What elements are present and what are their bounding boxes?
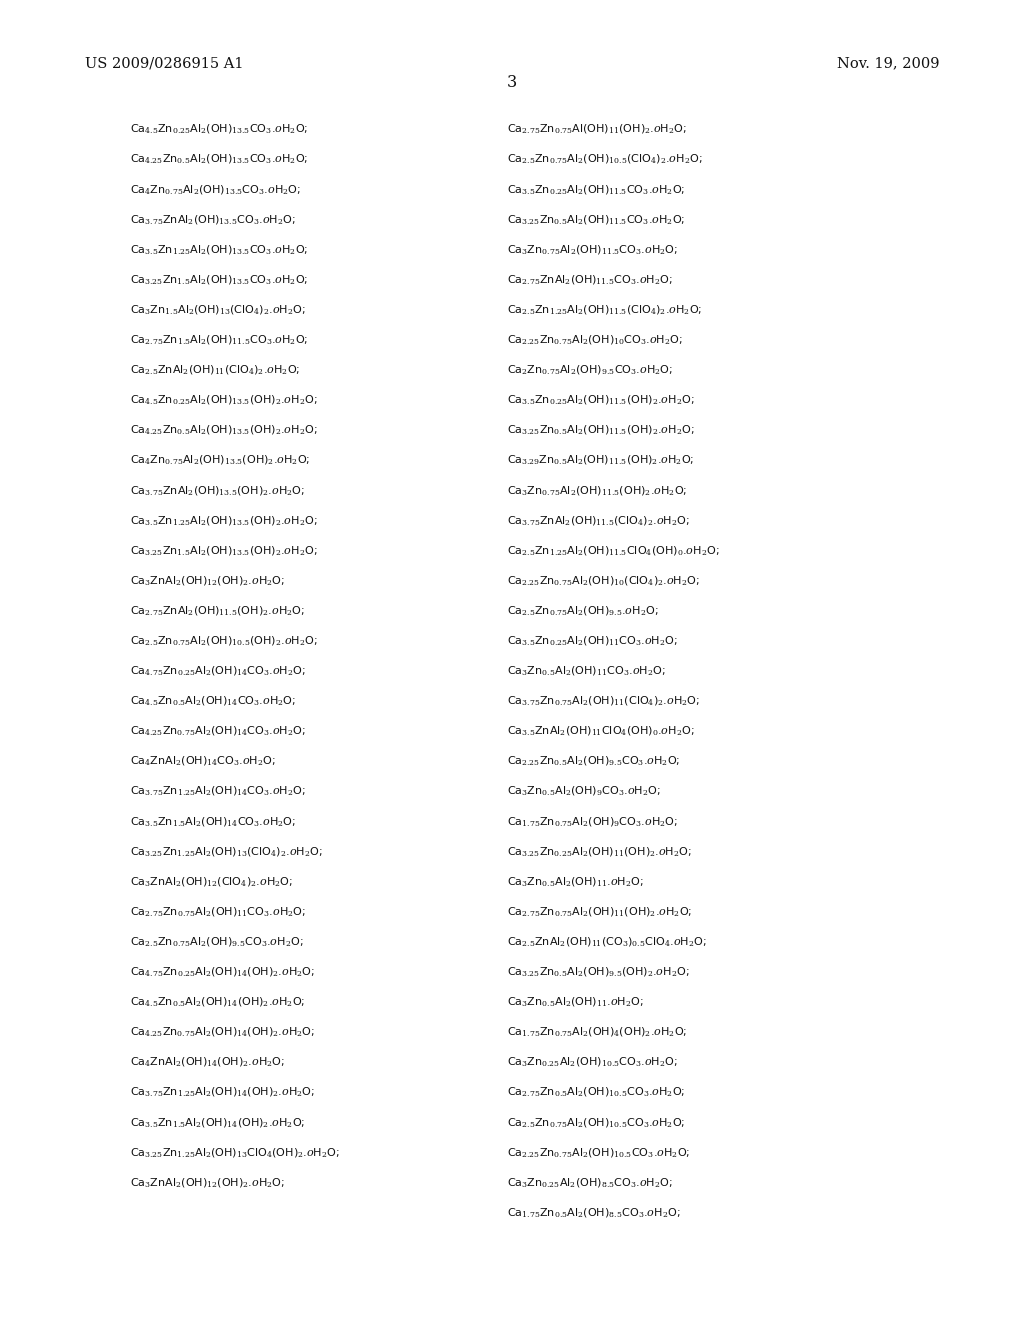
Text: Ca$_{3.75}$Zn$_{1.25}$Al$_2$(OH)$_{14}$(OH)$_2$.$o$H$_2$O;: Ca$_{3.75}$Zn$_{1.25}$Al$_2$(OH)$_{14}$(… xyxy=(130,1086,315,1100)
Text: Ca$_{2.75}$Zn$_{0.75}$Al$_2$(OH)$_{11}$CO$_3$.$o$H$_2$O;: Ca$_{2.75}$Zn$_{0.75}$Al$_2$(OH)$_{11}$C… xyxy=(130,906,306,919)
Text: Ca$_3$Zn$_{0.5}$Al$_2$(OH)$_9$CO$_3$.$o$H$_2$O;: Ca$_3$Zn$_{0.5}$Al$_2$(OH)$_9$CO$_3$.$o$… xyxy=(507,785,660,799)
Text: Ca$_{2.5}$Zn$_{0.75}$Al$_2$(OH)$_{10.5}$(ClO$_4$)$_2$.$o$H$_2$O;: Ca$_{2.5}$Zn$_{0.75}$Al$_2$(OH)$_{10.5}$… xyxy=(507,153,702,166)
Text: Ca$_{2.5}$Zn$_{0.75}$Al$_2$(OH)$_{9.5}$CO$_3$.$o$H$_2$O;: Ca$_{2.5}$Zn$_{0.75}$Al$_2$(OH)$_{9.5}$C… xyxy=(130,936,303,949)
Text: Nov. 19, 2009: Nov. 19, 2009 xyxy=(837,57,939,71)
Text: Ca$_{2.5}$ZnAl$_2$(OH)$_{11}$(ClO$_4$)$_2$.$o$H$_2$O;: Ca$_{2.5}$ZnAl$_2$(OH)$_{11}$(ClO$_4$)$_… xyxy=(130,363,300,378)
Text: Ca$_3$ZnAl$_2$(OH)$_{12}$(OH)$_2$.$o$H$_2$O;: Ca$_3$ZnAl$_2$(OH)$_{12}$(OH)$_2$.$o$H$_… xyxy=(130,1176,285,1189)
Text: Ca$_3$Zn$_{0.5}$Al$_2$(OH)$_{11}$.$o$H$_2$O;: Ca$_3$Zn$_{0.5}$Al$_2$(OH)$_{11}$.$o$H$_… xyxy=(507,875,643,888)
Text: Ca$_3$Zn$_{1.5}$Al$_2$(OH)$_{13}$(ClO$_4$)$_2$.$o$H$_2$O;: Ca$_3$Zn$_{1.5}$Al$_2$(OH)$_{13}$(ClO$_4… xyxy=(130,304,306,317)
Text: Ca$_{3.75}$ZnAl$_2$(OH)$_{13.5}$CO$_3$.$o$H$_2$O;: Ca$_{3.75}$ZnAl$_2$(OH)$_{13.5}$CO$_3$.$… xyxy=(130,213,296,227)
Text: Ca$_{2.5}$Zn$_{0.75}$Al$_2$(OH)$_{10.5}$(OH)$_2$.$o$H$_2$O;: Ca$_{2.5}$Zn$_{0.75}$Al$_2$(OH)$_{10.5}$… xyxy=(130,635,317,648)
Text: Ca$_3$Zn$_{0.75}$Al$_2$(OH)$_{11.5}$CO$_3$.$o$H$_2$O;: Ca$_3$Zn$_{0.75}$Al$_2$(OH)$_{11.5}$CO$_… xyxy=(507,243,678,257)
Text: Ca$_{2.75}$Zn$_{0.5}$Al$_2$(OH)$_{10.5}$CO$_3$.$o$H$_2$O;: Ca$_{2.75}$Zn$_{0.5}$Al$_2$(OH)$_{10.5}$… xyxy=(507,1086,685,1100)
Text: Ca$_{3.25}$Zn$_{0.5}$Al$_2$(OH)$_{11.5}$(OH)$_2$.$o$H$_2$O;: Ca$_{3.25}$Zn$_{0.5}$Al$_2$(OH)$_{11.5}$… xyxy=(507,424,694,437)
Text: Ca$_{3.25}$Zn$_{0.25}$Al$_2$(OH)$_{11}$(OH)$_2$.$o$H$_2$O;: Ca$_{3.25}$Zn$_{0.25}$Al$_2$(OH)$_{11}$(… xyxy=(507,845,691,859)
Text: Ca$_3$Zn$_{0.25}$Al$_2$(OH)$_{10.5}$CO$_3$.$o$H$_2$O;: Ca$_3$Zn$_{0.25}$Al$_2$(OH)$_{10.5}$CO$_… xyxy=(507,1056,678,1069)
Text: Ca$_{3.5}$Zn$_{1.25}$Al$_2$(OH)$_{13.5}$CO$_3$.$o$H$_2$O;: Ca$_{3.5}$Zn$_{1.25}$Al$_2$(OH)$_{13.5}$… xyxy=(130,243,308,257)
Text: Ca$_3$Zn$_{0.25}$Al$_2$(OH)$_{8.5}$CO$_3$.$o$H$_2$O;: Ca$_3$Zn$_{0.25}$Al$_2$(OH)$_{8.5}$CO$_3… xyxy=(507,1176,673,1189)
Text: Ca$_{4.75}$Zn$_{0.25}$Al$_2$(OH)$_{14}$(OH)$_2$.$o$H$_2$O;: Ca$_{4.75}$Zn$_{0.25}$Al$_2$(OH)$_{14}$(… xyxy=(130,965,315,979)
Text: Ca$_3$Zn$_{0.75}$Al$_2$(OH)$_{11.5}$(OH)$_2$.$o$H$_2$O;: Ca$_3$Zn$_{0.75}$Al$_2$(OH)$_{11.5}$(OH)… xyxy=(507,484,687,498)
Text: Ca$_{4.5}$Zn$_{0.25}$Al$_2$(OH)$_{13.5}$(OH)$_2$.$o$H$_2$O;: Ca$_{4.5}$Zn$_{0.25}$Al$_2$(OH)$_{13.5}$… xyxy=(130,393,317,408)
Text: Ca$_{3.5}$Zn$_{0.25}$Al$_2$(OH)$_{11.5}$(OH)$_2$.$o$H$_2$O;: Ca$_{3.5}$Zn$_{0.25}$Al$_2$(OH)$_{11.5}$… xyxy=(507,393,694,408)
Text: Ca$_4$ZnAl$_2$(OH)$_{14}$CO$_3$.$o$H$_2$O;: Ca$_4$ZnAl$_2$(OH)$_{14}$CO$_3$.$o$H$_2$… xyxy=(130,755,275,768)
Text: Ca$_{4.5}$Zn$_{0.5}$Al$_2$(OH)$_{14}$CO$_3$.$o$H$_2$O;: Ca$_{4.5}$Zn$_{0.5}$Al$_2$(OH)$_{14}$CO$… xyxy=(130,694,296,709)
Text: Ca$_{2.75}$ZnAl$_2$(OH)$_{11.5}$(OH)$_2$.$o$H$_2$O;: Ca$_{2.75}$ZnAl$_2$(OH)$_{11.5}$(OH)$_2$… xyxy=(130,605,305,618)
Text: Ca$_{3.5}$Zn$_{0.25}$Al$_2$(OH)$_{11.5}$CO$_3$.$o$H$_2$O;: Ca$_{3.5}$Zn$_{0.25}$Al$_2$(OH)$_{11.5}$… xyxy=(507,183,685,197)
Text: US 2009/0286915 A1: US 2009/0286915 A1 xyxy=(85,57,244,71)
Text: Ca$_{3.25}$Zn$_{0.5}$Al$_2$(OH)$_{9.5}$(OH)$_2$.$o$H$_2$O;: Ca$_{3.25}$Zn$_{0.5}$Al$_2$(OH)$_{9.5}$(… xyxy=(507,965,689,979)
Text: Ca$_2$Zn$_{0.75}$Al$_2$(OH)$_{9.5}$CO$_3$.$o$H$_2$O;: Ca$_2$Zn$_{0.75}$Al$_2$(OH)$_{9.5}$CO$_3… xyxy=(507,363,673,378)
Text: Ca$_{2.25}$Zn$_{0.75}$Al$_2$(OH)$_{10}$CO$_3$.$o$H$_2$O;: Ca$_{2.25}$Zn$_{0.75}$Al$_2$(OH)$_{10}$C… xyxy=(507,334,683,347)
Text: Ca$_{3.75}$Zn$_{0.75}$Al$_2$(OH)$_{11}$(ClO$_4$)$_2$.$o$H$_2$O;: Ca$_{3.75}$Zn$_{0.75}$Al$_2$(OH)$_{11}$(… xyxy=(507,694,700,709)
Text: Ca$_{3.25}$Zn$_{1.25}$Al$_2$(OH)$_{13}$(ClO$_4$)$_2$.$o$H$_2$O;: Ca$_{3.25}$Zn$_{1.25}$Al$_2$(OH)$_{13}$(… xyxy=(130,845,323,859)
Text: Ca$_{4.5}$Zn$_{0.5}$Al$_2$(OH)$_{14}$(OH)$_2$.$o$H$_2$O;: Ca$_{4.5}$Zn$_{0.5}$Al$_2$(OH)$_{14}$(OH… xyxy=(130,995,305,1010)
Text: Ca$_3$Zn$_{0.5}$Al$_2$(OH)$_{11}$CO$_3$.$o$H$_2$O;: Ca$_3$Zn$_{0.5}$Al$_2$(OH)$_{11}$CO$_3$.… xyxy=(507,664,666,678)
Text: Ca$_{3.75}$Zn$_{1.25}$Al$_2$(OH)$_{14}$CO$_3$.$o$H$_2$O;: Ca$_{3.75}$Zn$_{1.25}$Al$_2$(OH)$_{14}$C… xyxy=(130,785,306,799)
Text: Ca$_{4.25}$Zn$_{0.75}$Al$_2$(OH)$_{14}$(OH)$_2$.$o$H$_2$O;: Ca$_{4.25}$Zn$_{0.75}$Al$_2$(OH)$_{14}$(… xyxy=(130,1026,315,1039)
Text: Ca$_{3.25}$Zn$_{1.5}$Al$_2$(OH)$_{13.5}$(OH)$_2$.$o$H$_2$O;: Ca$_{3.25}$Zn$_{1.5}$Al$_2$(OH)$_{13.5}$… xyxy=(130,544,317,558)
Text: Ca$_{2.75}$Zn$_{0.75}$Al(OH)$_{11}$(OH)$_2$.$o$H$_2$O;: Ca$_{2.75}$Zn$_{0.75}$Al(OH)$_{11}$(OH)$… xyxy=(507,123,687,136)
Text: Ca$_{2.25}$Zn$_{0.75}$Al$_2$(OH)$_{10.5}$CO$_3$.$o$H$_2$O;: Ca$_{2.25}$Zn$_{0.75}$Al$_2$(OH)$_{10.5}… xyxy=(507,1146,690,1160)
Text: Ca$_{3.75}$ZnAl$_2$(OH)$_{13.5}$(OH)$_2$.$o$H$_2$O;: Ca$_{3.75}$ZnAl$_2$(OH)$_{13.5}$(OH)$_2$… xyxy=(130,484,305,498)
Text: Ca$_{2.5}$Zn$_{0.75}$Al$_2$(OH)$_{9.5}$.$o$H$_2$O;: Ca$_{2.5}$Zn$_{0.75}$Al$_2$(OH)$_{9.5}$.… xyxy=(507,605,658,618)
Text: Ca$_{1.75}$Zn$_{0.75}$Al$_2$(OH)$_4$(OH)$_2$.$o$H$_2$O;: Ca$_{1.75}$Zn$_{0.75}$Al$_2$(OH)$_4$(OH)… xyxy=(507,1026,687,1039)
Text: Ca$_{2.25}$Zn$_{0.75}$Al$_2$(OH)$_{10}$(ClO$_4$)$_2$.$o$H$_2$O;: Ca$_{2.25}$Zn$_{0.75}$Al$_2$(OH)$_{10}$(… xyxy=(507,574,699,587)
Text: Ca$_{4.75}$Zn$_{0.25}$Al$_2$(OH)$_{14}$CO$_3$.$o$H$_2$O;: Ca$_{4.75}$Zn$_{0.25}$Al$_2$(OH)$_{14}$C… xyxy=(130,664,306,678)
Text: Ca$_3$Zn$_{0.5}$Al$_2$(OH)$_{11}$.$o$H$_2$O;: Ca$_3$Zn$_{0.5}$Al$_2$(OH)$_{11}$.$o$H$_… xyxy=(507,995,643,1010)
Text: Ca$_3$ZnAl$_2$(OH)$_{12}$(OH)$_2$.$o$H$_2$O;: Ca$_3$ZnAl$_2$(OH)$_{12}$(OH)$_2$.$o$H$_… xyxy=(130,574,285,587)
Text: Ca$_4$Zn$_{0.75}$Al$_2$(OH)$_{13.5}$CO$_3$.$o$H$_2$O;: Ca$_4$Zn$_{0.75}$Al$_2$(OH)$_{13.5}$CO$_… xyxy=(130,183,301,197)
Text: Ca$_4$ZnAl$_2$(OH)$_{14}$(OH)$_2$.$o$H$_2$O;: Ca$_4$ZnAl$_2$(OH)$_{14}$(OH)$_2$.$o$H$_… xyxy=(130,1056,285,1069)
Text: Ca$_{3.25}$Zn$_{1.5}$Al$_2$(OH)$_{13.5}$CO$_3$.$o$H$_2$O;: Ca$_{3.25}$Zn$_{1.5}$Al$_2$(OH)$_{13.5}$… xyxy=(130,273,308,286)
Text: Ca$_{2.75}$Zn$_{1.5}$Al$_2$(OH)$_{11.5}$CO$_3$.$o$H$_2$O;: Ca$_{2.75}$Zn$_{1.5}$Al$_2$(OH)$_{11.5}$… xyxy=(130,334,308,347)
Text: Ca$_{4.5}$Zn$_{0.25}$Al$_2$(OH)$_{13.5}$CO$_3$.$o$H$_2$O;: Ca$_{4.5}$Zn$_{0.25}$Al$_2$(OH)$_{13.5}$… xyxy=(130,123,308,136)
Text: Ca$_{2.75}$ZnAl$_2$(OH)$_{11.5}$CO$_3$.$o$H$_2$O;: Ca$_{2.75}$ZnAl$_2$(OH)$_{11.5}$CO$_3$.$… xyxy=(507,273,673,286)
Text: Ca$_{3.5}$Zn$_{1.5}$Al$_2$(OH)$_{14}$CO$_3$.$o$H$_2$O;: Ca$_{3.5}$Zn$_{1.5}$Al$_2$(OH)$_{14}$CO$… xyxy=(130,814,296,829)
Text: Ca$_{3.5}$ZnAl$_2$(OH)$_{11}$ClO$_4$(OH)$_0$.$o$H$_2$O;: Ca$_{3.5}$ZnAl$_2$(OH)$_{11}$ClO$_4$(OH)… xyxy=(507,725,694,738)
Text: Ca$_{4.25}$Zn$_{0.5}$Al$_2$(OH)$_{13.5}$(OH)$_2$.$o$H$_2$O;: Ca$_{4.25}$Zn$_{0.5}$Al$_2$(OH)$_{13.5}$… xyxy=(130,424,317,437)
Text: Ca$_4$Zn$_{0.75}$Al$_2$(OH)$_{13.5}$(OH)$_2$.$o$H$_2$O;: Ca$_4$Zn$_{0.75}$Al$_2$(OH)$_{13.5}$(OH)… xyxy=(130,454,310,467)
Text: Ca$_{1.75}$Zn$_{0.75}$Al$_2$(OH)$_9$CO$_3$.$o$H$_2$O;: Ca$_{1.75}$Zn$_{0.75}$Al$_2$(OH)$_9$CO$_… xyxy=(507,814,678,829)
Text: Ca$_{3.5}$Zn$_{1.5}$Al$_2$(OH)$_{14}$(OH)$_2$.$o$H$_2$O;: Ca$_{3.5}$Zn$_{1.5}$Al$_2$(OH)$_{14}$(OH… xyxy=(130,1115,305,1130)
Text: 3: 3 xyxy=(507,74,517,91)
Text: Ca$_{3.25}$Zn$_{0.5}$Al$_2$(OH)$_{11.5}$CO$_3$.$o$H$_2$O;: Ca$_{3.25}$Zn$_{0.5}$Al$_2$(OH)$_{11.5}$… xyxy=(507,213,685,227)
Text: Ca$_{3.29}$Zn$_{0.5}$Al$_2$(OH)$_{11.5}$(OH)$_2$.$o$H$_2$O;: Ca$_{3.29}$Zn$_{0.5}$Al$_2$(OH)$_{11.5}$… xyxy=(507,454,694,467)
Text: Ca$_{2.5}$Zn$_{0.75}$Al$_2$(OH)$_{10.5}$CO$_3$.$o$H$_2$O;: Ca$_{2.5}$Zn$_{0.75}$Al$_2$(OH)$_{10.5}$… xyxy=(507,1115,685,1130)
Text: Ca$_{1.75}$Zn$_{0.5}$Al$_2$(OH)$_{8.5}$CO$_3$.$o$H$_2$O;: Ca$_{1.75}$Zn$_{0.5}$Al$_2$(OH)$_{8.5}$C… xyxy=(507,1206,680,1220)
Text: Ca$_{3.5}$Zn$_{1.25}$Al$_2$(OH)$_{13.5}$(OH)$_2$.$o$H$_2$O;: Ca$_{3.5}$Zn$_{1.25}$Al$_2$(OH)$_{13.5}$… xyxy=(130,513,317,528)
Text: Ca$_{2.5}$Zn$_{1.25}$Al$_2$(OH)$_{11.5}$ClO$_4$(OH)$_{0}$.$o$H$_2$O;: Ca$_{2.5}$Zn$_{1.25}$Al$_2$(OH)$_{11.5}$… xyxy=(507,544,719,558)
Text: Ca$_{2.5}$Zn$_{1.25}$Al$_2$(OH)$_{11.5}$(ClO$_4$)$_2$.$o$H$_2$O;: Ca$_{2.5}$Zn$_{1.25}$Al$_2$(OH)$_{11.5}$… xyxy=(507,304,702,317)
Text: Ca$_{2.25}$Zn$_{0.5}$Al$_2$(OH)$_{9.5}$CO$_3$.$o$H$_2$O;: Ca$_{2.25}$Zn$_{0.5}$Al$_2$(OH)$_{9.5}$C… xyxy=(507,755,680,768)
Text: Ca$_{3.75}$ZnAl$_2$(OH)$_{11.5}$(ClO$_4$)$_2$.$o$H$_2$O;: Ca$_{3.75}$ZnAl$_2$(OH)$_{11.5}$(ClO$_4$… xyxy=(507,513,689,528)
Text: Ca$_{4.25}$Zn$_{0.5}$Al$_2$(OH)$_{13.5}$CO$_3$.$o$H$_2$O;: Ca$_{4.25}$Zn$_{0.5}$Al$_2$(OH)$_{13.5}$… xyxy=(130,153,308,166)
Text: Ca$_{2.75}$Zn$_{0.75}$Al$_2$(OH)$_{11}$(OH)$_2$.$o$H$_2$O;: Ca$_{2.75}$Zn$_{0.75}$Al$_2$(OH)$_{11}$(… xyxy=(507,906,692,919)
Text: Ca$_{3.25}$Zn$_{1.25}$Al$_2$(OH)$_{13}$ClO$_4$(OH)$_2$.$o$H$_2$O;: Ca$_{3.25}$Zn$_{1.25}$Al$_2$(OH)$_{13}$C… xyxy=(130,1146,340,1160)
Text: Ca$_3$ZnAl$_2$(OH)$_{12}$(ClO$_4$)$_2$.$o$H$_2$O;: Ca$_3$ZnAl$_2$(OH)$_{12}$(ClO$_4$)$_2$.$… xyxy=(130,875,293,888)
Text: Ca$_{4.25}$Zn$_{0.75}$Al$_2$(OH)$_{14}$CO$_3$.$o$H$_2$O;: Ca$_{4.25}$Zn$_{0.75}$Al$_2$(OH)$_{14}$C… xyxy=(130,725,306,738)
Text: Ca$_{2.5}$ZnAl$_2$(OH)$_{11}$(CO$_3$)$_{0.5}$ClO$_4$.$o$H$_2$O;: Ca$_{2.5}$ZnAl$_2$(OH)$_{11}$(CO$_3$)$_{… xyxy=(507,936,707,949)
Text: Ca$_{3.5}$Zn$_{0.25}$Al$_2$(OH)$_{11}$CO$_3$.$o$H$_2$O;: Ca$_{3.5}$Zn$_{0.25}$Al$_2$(OH)$_{11}$CO… xyxy=(507,635,678,648)
